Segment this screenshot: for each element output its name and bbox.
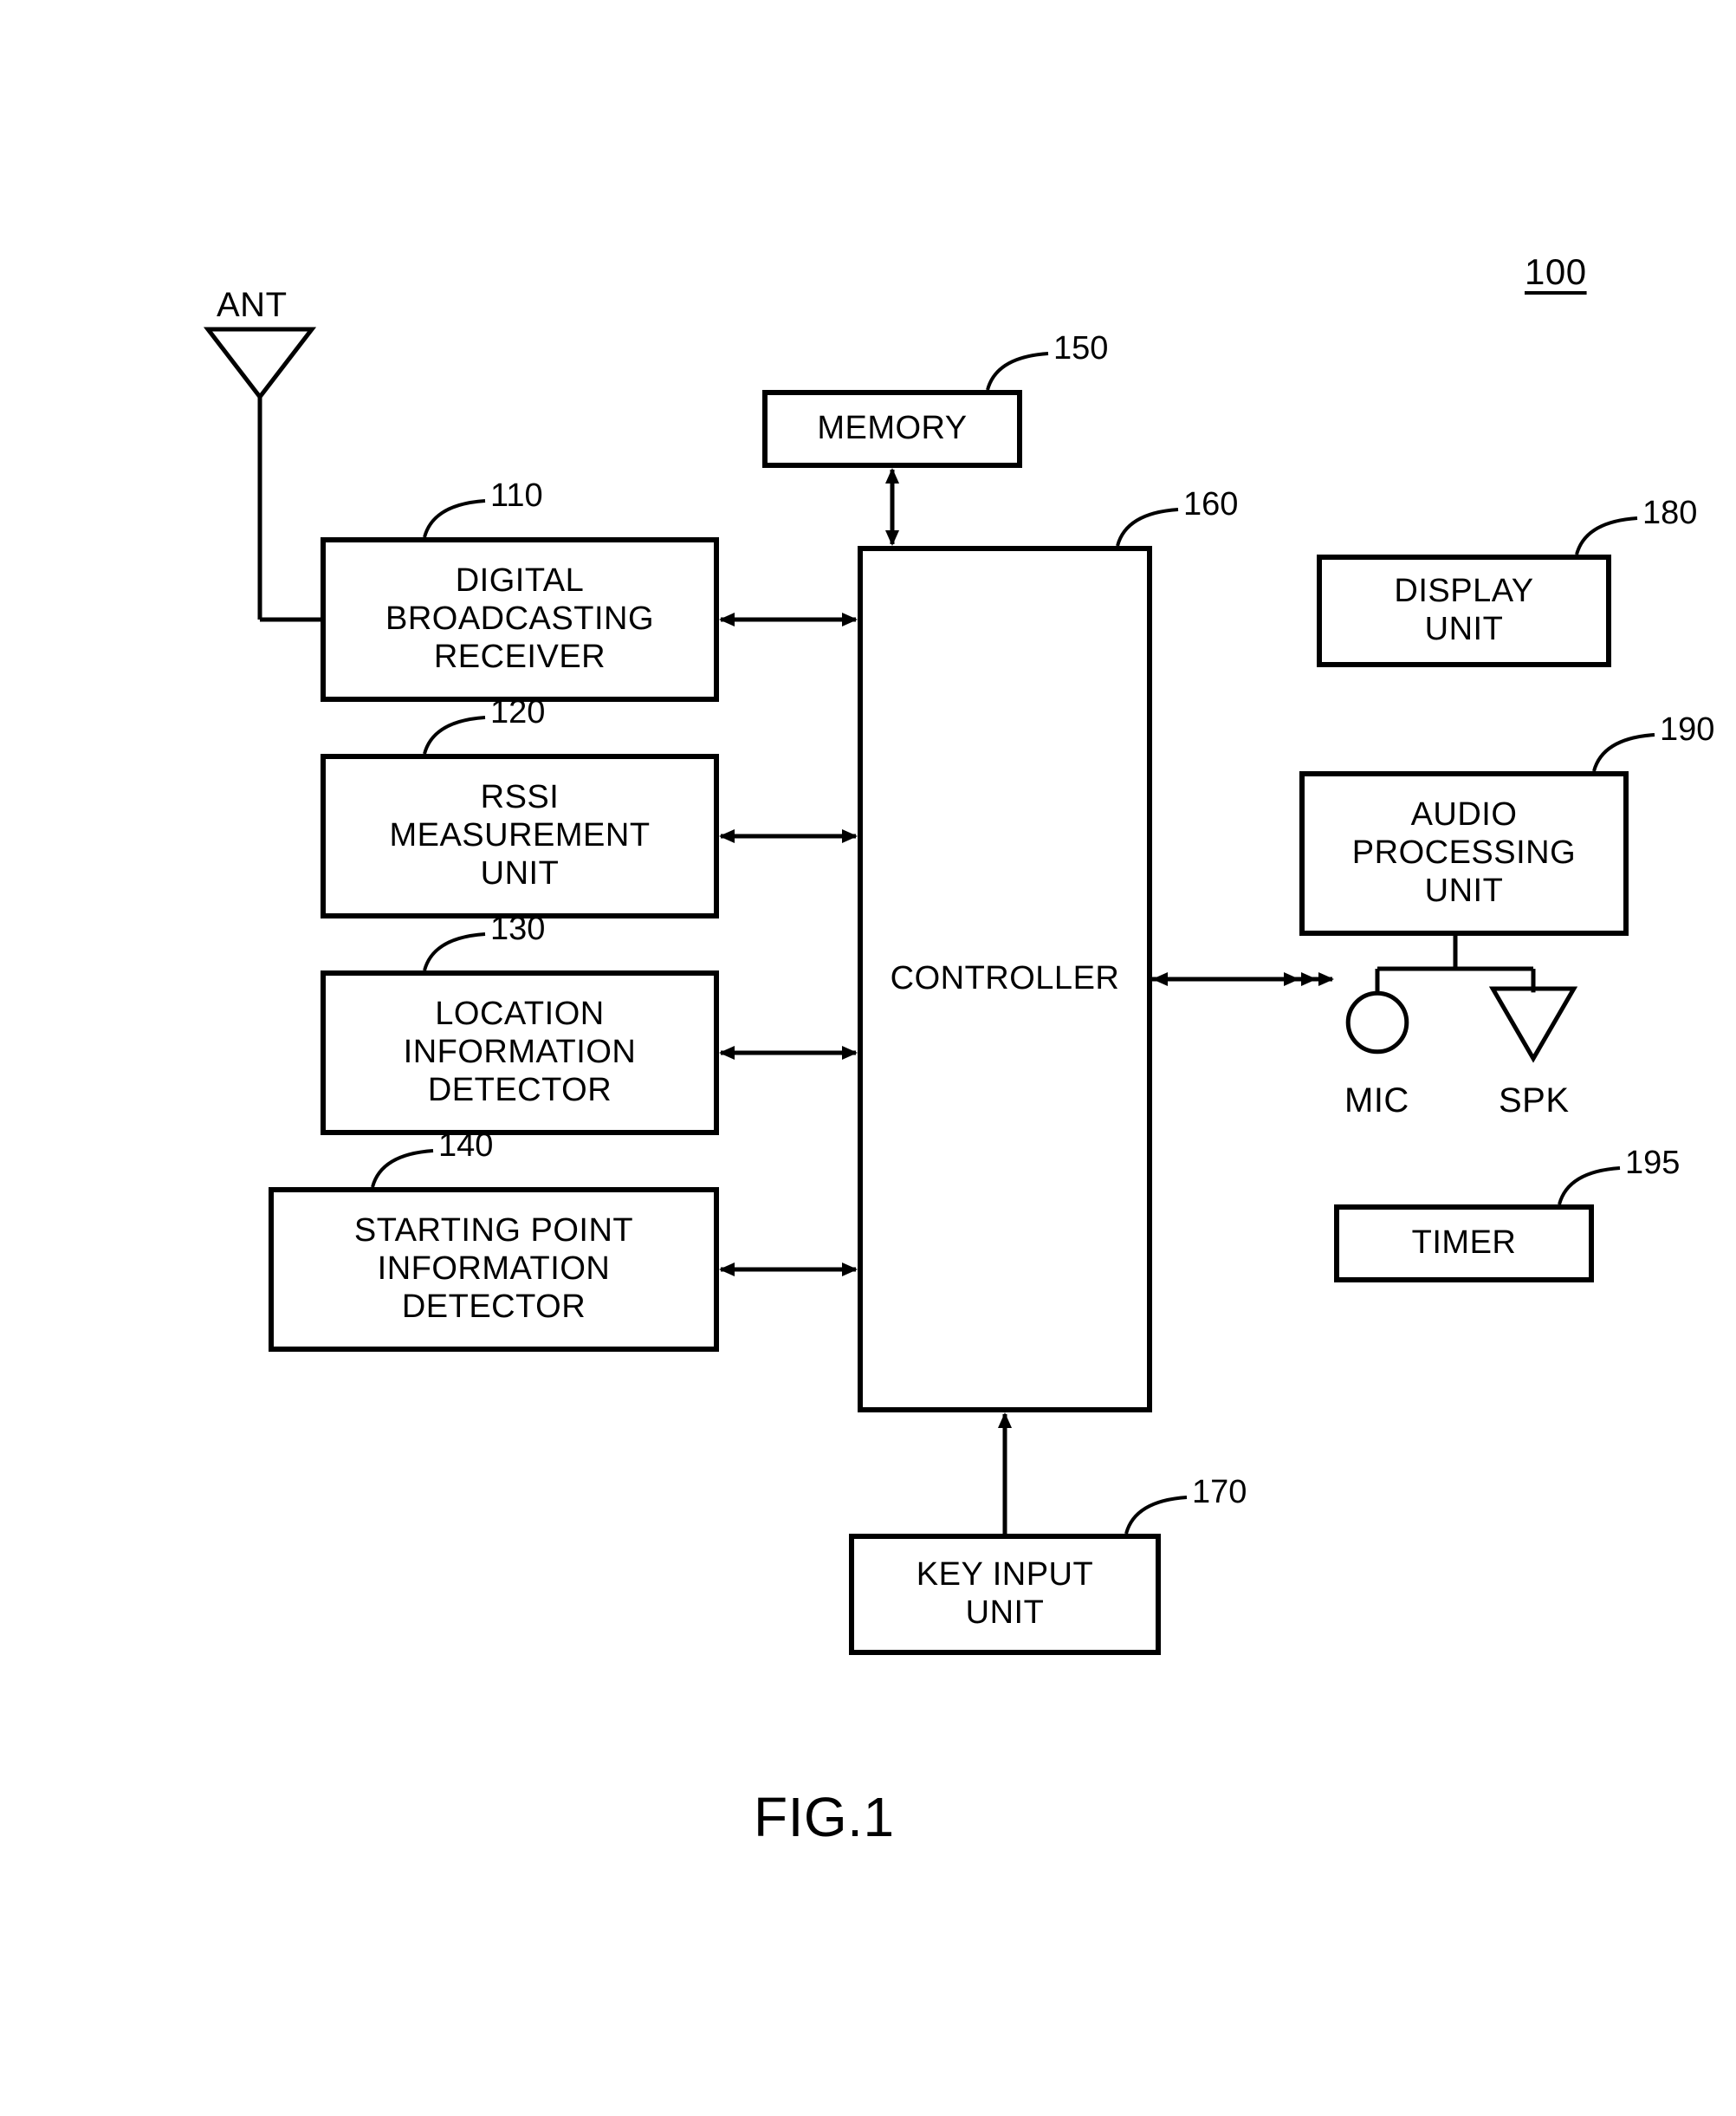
spk-label: SPK — [1499, 1081, 1570, 1120]
system-ref: 100 — [1525, 251, 1587, 293]
svg-text:170: 170 — [1192, 1474, 1247, 1510]
node-display: DISPLAY UNIT — [1317, 555, 1611, 667]
svg-text:150: 150 — [1053, 330, 1108, 367]
mic-label: MIC — [1344, 1081, 1409, 1120]
node-sp: STARTING POINT INFORMATION DETECTOR — [269, 1187, 719, 1352]
node-loc: LOCATION INFORMATION DETECTOR — [321, 970, 719, 1135]
node-key: KEY INPUT UNIT — [849, 1534, 1161, 1655]
svg-text:190: 190 — [1660, 711, 1714, 748]
node-audio: AUDIO PROCESSING UNIT — [1299, 771, 1629, 936]
svg-text:160: 160 — [1183, 486, 1238, 523]
antenna-label: ANT — [217, 286, 288, 325]
figure-caption: FIG.1 — [754, 1785, 895, 1849]
node-memory: MEMORY — [762, 390, 1022, 468]
svg-text:180: 180 — [1642, 495, 1697, 531]
svg-text:110: 110 — [490, 477, 543, 514]
diagram-stage: 100 MEMORY CONTROLLER DIGITAL BROADCASTING… — [0, 0, 1736, 2116]
node-rssi: RSSI MEASUREMENT UNIT — [321, 754, 719, 918]
node-dbr: DIGITAL BROADCASTING RECEIVER — [321, 537, 719, 702]
svg-text:195: 195 — [1625, 1145, 1680, 1181]
node-controller: CONTROLLER — [858, 546, 1152, 1412]
node-timer: TIMER — [1334, 1204, 1594, 1282]
